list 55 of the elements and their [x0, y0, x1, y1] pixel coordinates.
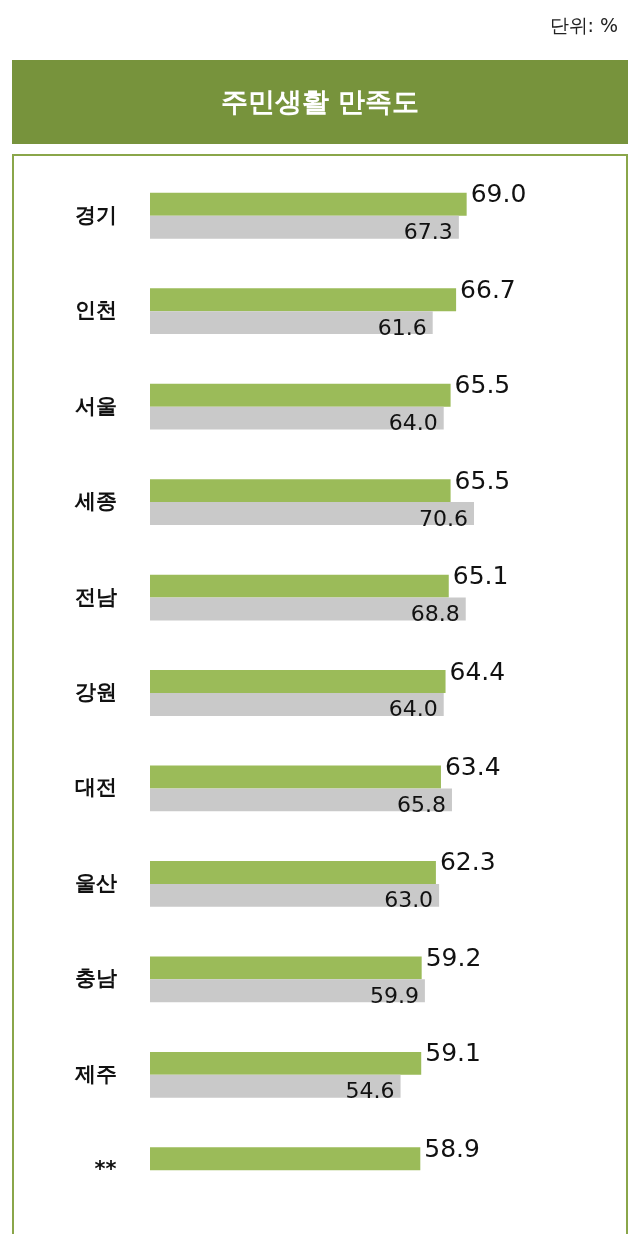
text: 단위: % [548, 13, 619, 38]
bar [150, 1147, 421, 1171]
bar [150, 979, 425, 1003]
data-label: 64.0 [388, 696, 438, 722]
data-label: 62.3 [439, 847, 496, 877]
y-tick-label: 충남 [74, 966, 117, 991]
data-label: 70.6 [419, 505, 468, 531]
y-tick-label: 제주 [73, 1061, 117, 1086]
data-label: 59.9 [369, 982, 419, 1008]
data-label: 63.4 [444, 752, 501, 781]
data-label: 58.9 [424, 1133, 480, 1163]
bar [150, 765, 441, 789]
data-label: 54.6 [345, 1078, 395, 1104]
y-tick-label: 세종 [73, 489, 117, 514]
bar [150, 861, 436, 884]
data-label: 61.6 [377, 314, 427, 340]
bar [150, 670, 446, 693]
data-label: 66.7 [460, 274, 516, 304]
data-label: 65.5 [454, 370, 511, 400]
bar [150, 311, 433, 335]
y-tick-label: 강원 [74, 680, 117, 704]
data-label: 59.1 [425, 1038, 481, 1068]
bar [150, 574, 449, 598]
bar [150, 406, 444, 430]
data-label: 64.4 [449, 656, 506, 686]
y-tick-label: 울산 [74, 870, 117, 895]
y-tick-label: 대전 [74, 775, 117, 800]
bar [150, 788, 452, 812]
bar [150, 288, 457, 312]
bar [150, 693, 444, 716]
bar [150, 192, 467, 216]
bar [150, 215, 459, 239]
y-tick-label: 경기 [74, 202, 117, 227]
data-label: 65.1 [452, 561, 509, 591]
data-label: 63.0 [384, 887, 434, 913]
bar [150, 502, 474, 525]
y-tick-label: 인천 [74, 298, 117, 323]
bar [150, 383, 451, 407]
data-label: 59.2 [425, 942, 482, 972]
bar [150, 479, 451, 503]
data-label: 67.3 [403, 219, 453, 245]
y-tick-label: 서울 [74, 393, 117, 418]
data-label: 65.5 [454, 465, 511, 495]
y-tick-label: ** [94, 1157, 117, 1182]
y-tick-label: 전남 [74, 584, 117, 609]
data-label: 69.0 [470, 179, 527, 209]
data-label: 64.0 [388, 410, 438, 436]
bar [150, 1074, 401, 1098]
bar [150, 1051, 422, 1075]
data-label: 68.8 [410, 601, 460, 626]
chart-title: 주민생활 만족도 [12, 60, 628, 144]
bar [150, 597, 466, 621]
bar [150, 956, 422, 980]
bar [150, 883, 440, 907]
data-label: 65.8 [396, 791, 446, 817]
